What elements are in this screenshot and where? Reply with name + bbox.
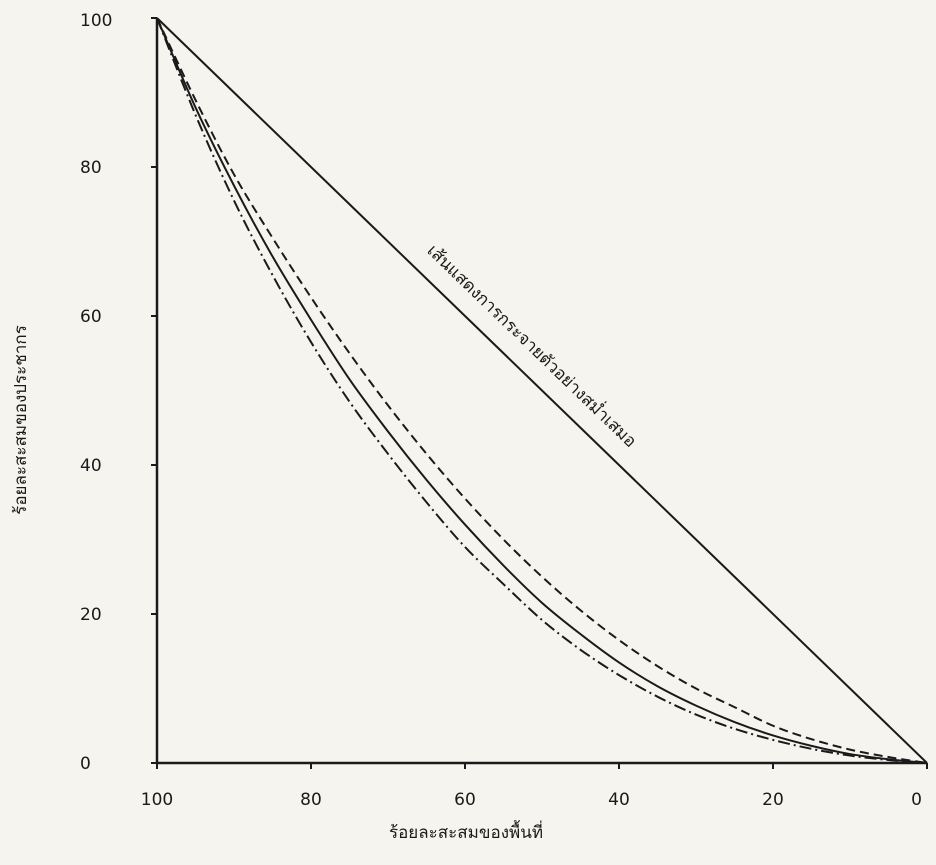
x-tick-label: 80: [300, 790, 322, 810]
x-tick-label: 40: [608, 790, 630, 810]
y-axis-title: ร้อยละสะสมของประชากร: [11, 325, 31, 515]
x-tick-label: 60: [454, 790, 476, 810]
equality-line: [156, 17, 928, 764]
x-axis-title: ร้อยละสะสมของพื้นที่: [389, 820, 543, 843]
y-tick-label: 40: [80, 456, 102, 476]
y-tick-label: 0: [80, 754, 91, 774]
x-tick-label: 100: [141, 790, 173, 810]
x-tick-label: 20: [762, 790, 784, 810]
y-tick-label: 20: [80, 605, 102, 625]
tick-labels: 100 80 60 40 20 0 100 80 60 40 20 0: [80, 11, 922, 810]
lorenz-curve-solid: [156, 17, 928, 764]
equality-line-annotation: เส้นแสดงการกระจายตัวอย่างสม่ำเสมอ: [423, 239, 642, 452]
y-tick-label: 80: [80, 158, 102, 178]
lorenz-curve-dashed: [156, 17, 928, 764]
x-tick-label: 0: [911, 790, 922, 810]
y-tick-label: 100: [80, 11, 112, 31]
axes: [155, 18, 927, 765]
series-layer: [156, 17, 928, 764]
ticks: [151, 17, 928, 769]
lorenz-curve-dash-dot: [156, 17, 928, 764]
y-tick-label: 60: [80, 307, 102, 327]
